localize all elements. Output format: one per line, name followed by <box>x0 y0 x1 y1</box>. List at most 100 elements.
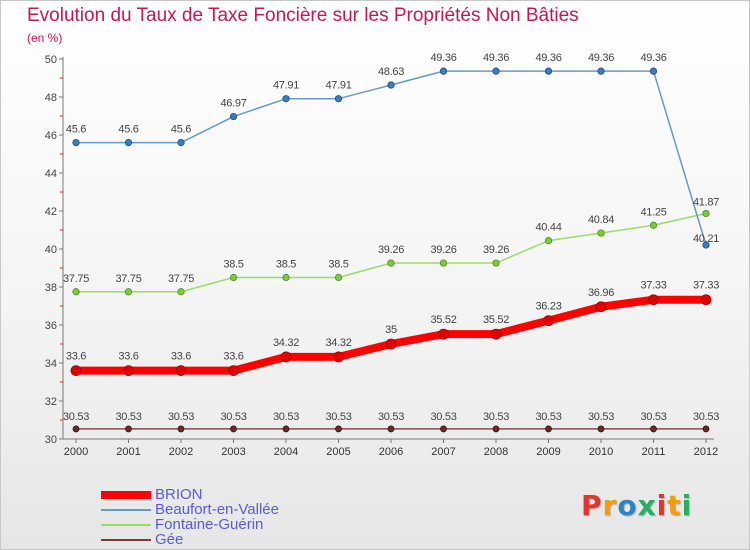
data-label-brion: 34.32 <box>325 337 351 349</box>
y-tick-label: 36 <box>45 320 57 332</box>
data-point-beaufort-en-vall-e <box>702 241 710 249</box>
data-point-g-e <box>440 425 447 433</box>
data-point-beaufort-en-vall-e <box>439 67 448 75</box>
data-point-brion <box>123 365 134 377</box>
x-tick-label: 2009 <box>536 446 560 458</box>
data-point-beaufort-en-vall-e <box>72 139 80 147</box>
data-point-brion <box>543 315 554 327</box>
x-tick-label: 2012 <box>694 446 718 458</box>
data-point-brion <box>228 365 239 377</box>
data-point-beaufort-en-vall-e <box>387 81 395 89</box>
x-tick-label: 2010 <box>589 446 613 458</box>
data-point-g-e <box>125 425 132 433</box>
data-point-g-e <box>72 425 80 433</box>
data-label-beaufort-en-vall-e: 49.36 <box>430 52 456 64</box>
legend-item: Fontaine-Guérin <box>101 517 279 532</box>
data-point-beaufort-en-vall-e <box>229 112 238 121</box>
y-tick-label: 46 <box>45 130 57 142</box>
data-label-fontaine-gu-rin: 38.5 <box>276 259 296 271</box>
data-point-brion <box>438 328 449 340</box>
x-tick-label: 2002 <box>169 446 193 458</box>
data-point-g-e <box>492 425 500 433</box>
chart-legend: BRION Beaufort-en-Vallée Fontaine-Guérin Gé… <box>101 487 279 547</box>
y-tick-label: 32 <box>45 396 57 408</box>
data-point-fontaine-gu-rin <box>177 288 185 296</box>
data-point-fontaine-gu-rin <box>334 273 343 282</box>
data-point-beaufort-en-vall-e <box>334 95 343 103</box>
data-point-brion <box>175 365 187 377</box>
x-tick-label: 2001 <box>116 446 140 458</box>
data-point-g-e <box>282 425 290 433</box>
data-point-g-e <box>335 425 342 433</box>
data-point-beaufort-en-vall-e <box>649 67 658 75</box>
data-point-beaufort-en-vall-e <box>124 139 133 147</box>
data-point-brion <box>490 328 502 340</box>
data-point-beaufort-en-vall-e <box>282 95 290 103</box>
y-tick-label: 50 <box>45 54 57 66</box>
data-label-fontaine-gu-rin: 39.26 <box>430 244 456 256</box>
x-tick-label: 2003 <box>221 446 245 458</box>
legend-swatch <box>101 538 151 541</box>
data-point-beaufort-en-vall-e <box>492 67 500 75</box>
x-tick-label: 2011 <box>642 446 666 458</box>
data-point-g-e <box>177 425 185 433</box>
data-label-brion: 33.6 <box>223 351 243 363</box>
data-point-fontaine-gu-rin <box>544 237 553 245</box>
data-point-beaufort-en-vall-e <box>597 67 605 75</box>
data-label-g-e: 30.53 <box>693 411 719 423</box>
data-label-g-e: 30.53 <box>273 411 299 423</box>
data-point-brion <box>595 301 607 313</box>
data-label-brion: 33.6 <box>118 351 138 363</box>
data-label-fontaine-gu-rin: 37.75 <box>63 273 89 285</box>
data-label-fontaine-gu-rin: 39.26 <box>378 244 404 256</box>
data-label-fontaine-gu-rin: 40.44 <box>535 222 561 234</box>
chart-title: Evolution du Taux de Taxe Foncière sur l… <box>27 5 579 26</box>
data-point-fontaine-gu-rin <box>702 209 710 218</box>
data-label-beaufort-en-vall-e: 47.91 <box>325 80 351 92</box>
legend-swatch <box>101 490 151 499</box>
data-label-beaufort-en-vall-e: 49.36 <box>483 52 509 64</box>
legend-label: Gée <box>155 531 184 548</box>
data-label-brion: 35.52 <box>430 314 456 326</box>
data-label-brion: 34.32 <box>273 337 299 349</box>
data-point-fontaine-gu-rin <box>597 229 605 237</box>
data-label-brion: 37.33 <box>640 280 666 292</box>
data-point-g-e <box>597 425 605 433</box>
proxiti-logo: Proxiti <box>581 489 693 522</box>
legend-item: Gée <box>101 532 279 547</box>
data-label-fontaine-gu-rin: 37.75 <box>168 273 194 285</box>
data-label-beaufort-en-vall-e: 46.97 <box>220 98 246 110</box>
y-tick-label: 38 <box>45 282 57 294</box>
data-label-beaufort-en-vall-e: 47.91 <box>273 80 299 92</box>
data-label-g-e: 30.53 <box>430 411 456 423</box>
data-label-g-e: 30.53 <box>640 411 666 423</box>
y-tick-label: 40 <box>45 244 57 256</box>
data-point-brion <box>700 294 712 306</box>
legend-swatch <box>101 508 151 511</box>
data-label-fontaine-gu-rin: 41.87 <box>693 196 719 208</box>
y-axis-unit-label: (en %) <box>27 31 63 45</box>
data-label-brion: 36.96 <box>588 287 614 299</box>
data-point-g-e <box>702 425 710 433</box>
data-label-g-e: 30.53 <box>168 411 194 423</box>
data-point-fontaine-gu-rin <box>72 288 80 296</box>
legend-label: Beaufort-en-Vallée <box>155 501 279 518</box>
data-point-g-e <box>650 425 657 433</box>
data-label-beaufort-en-vall-e: 45.6 <box>118 124 138 136</box>
data-point-beaufort-en-vall-e <box>177 139 185 147</box>
data-label-beaufort-en-vall-e: 45.6 <box>66 124 86 136</box>
data-point-brion <box>385 338 397 350</box>
data-label-brion: 37.33 <box>693 280 719 292</box>
data-label-beaufort-en-vall-e: 48.63 <box>378 66 404 78</box>
data-point-fontaine-gu-rin <box>439 259 448 267</box>
data-point-fontaine-gu-rin <box>387 259 395 267</box>
x-tick-label: 2006 <box>379 446 403 458</box>
x-tick-label: 2007 <box>431 446 455 458</box>
data-label-beaufort-en-vall-e: 45.6 <box>171 124 191 136</box>
x-tick-label: 2000 <box>64 446 88 458</box>
data-point-brion <box>280 351 292 363</box>
data-point-fontaine-gu-rin <box>649 221 658 229</box>
data-label-g-e: 30.53 <box>535 411 561 423</box>
data-point-fontaine-gu-rin <box>124 288 133 296</box>
data-label-fontaine-gu-rin: 38.5 <box>223 259 243 271</box>
